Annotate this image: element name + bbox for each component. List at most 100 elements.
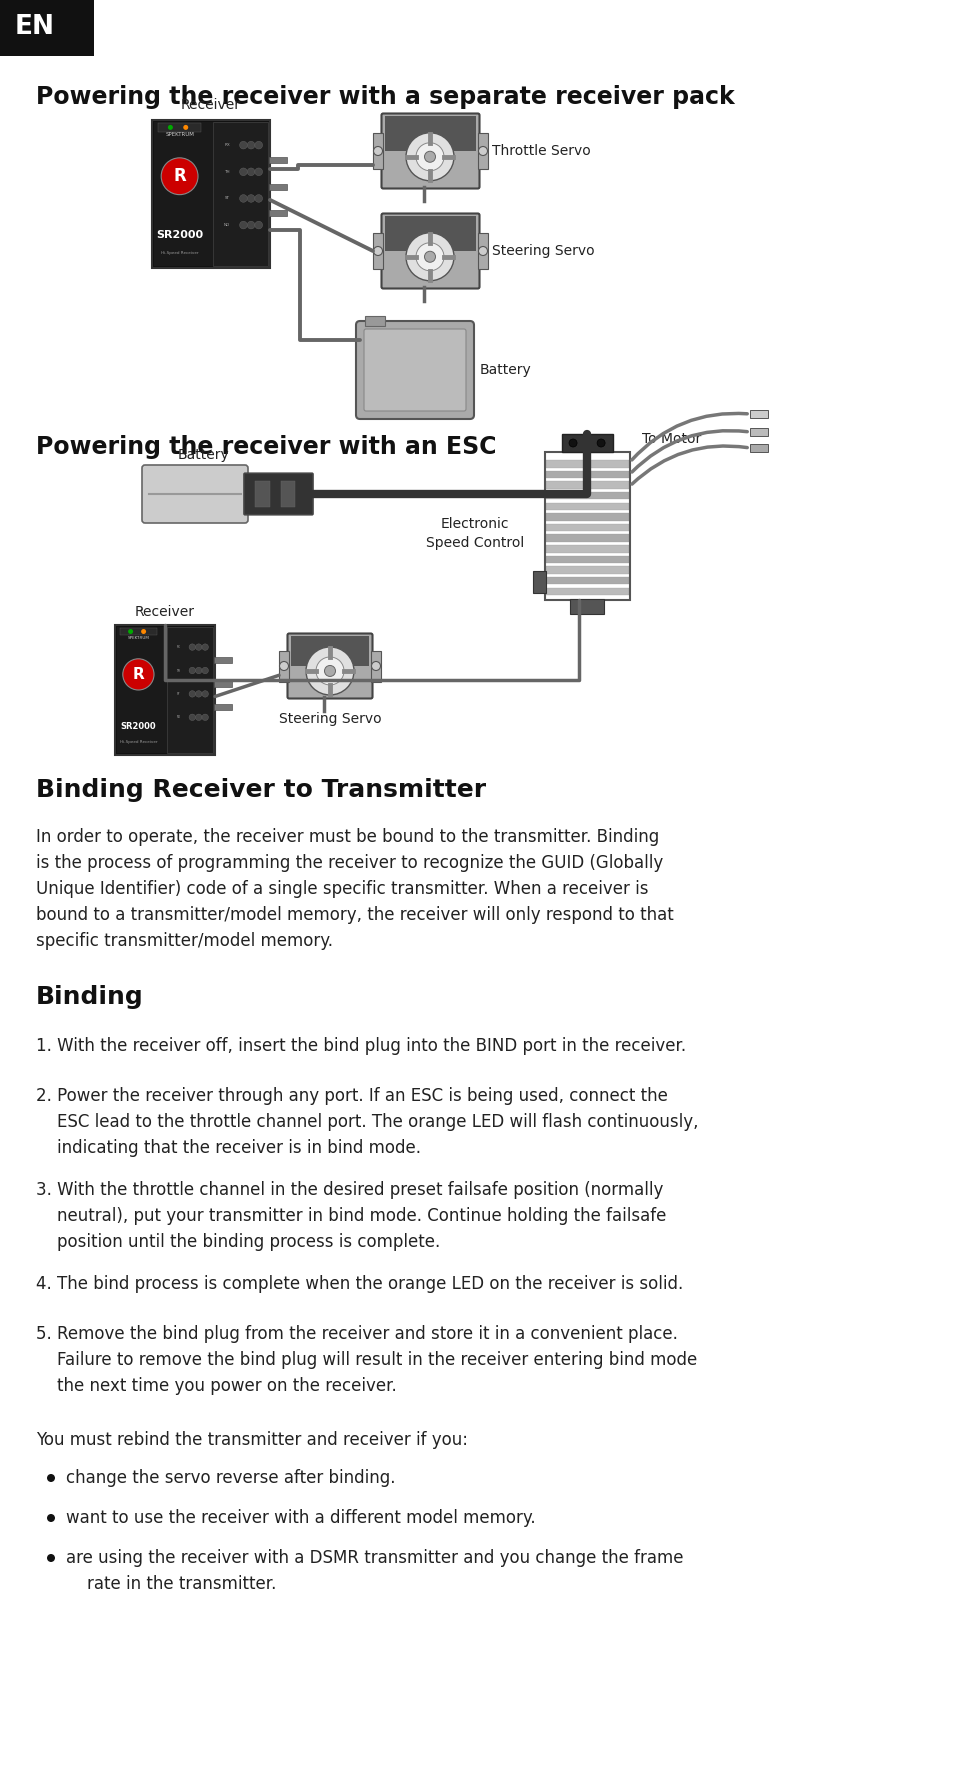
Circle shape xyxy=(195,691,202,697)
Text: SR2000: SR2000 xyxy=(120,721,156,730)
Text: want to use the receiver with a different model memory.: want to use the receiver with a differen… xyxy=(66,1509,535,1526)
Bar xyxy=(213,657,232,663)
Bar xyxy=(561,434,613,451)
Circle shape xyxy=(47,1555,55,1562)
Text: Hi-Speed Receiver: Hi-Speed Receiver xyxy=(119,739,157,745)
Bar xyxy=(545,567,628,574)
Bar xyxy=(291,636,369,666)
Circle shape xyxy=(239,222,247,229)
Circle shape xyxy=(168,124,172,130)
Text: Powering the receiver with a separate receiver pack: Powering the receiver with a separate re… xyxy=(36,85,734,108)
Bar xyxy=(254,482,270,506)
Bar xyxy=(278,650,289,682)
Bar xyxy=(269,210,287,217)
Text: Binding: Binding xyxy=(36,984,144,1009)
Circle shape xyxy=(568,439,577,448)
Bar xyxy=(477,133,488,169)
Circle shape xyxy=(189,668,195,673)
Bar xyxy=(545,492,628,499)
Bar xyxy=(545,546,628,553)
Circle shape xyxy=(254,195,262,203)
Text: To Motor: To Motor xyxy=(641,432,700,446)
FancyBboxPatch shape xyxy=(355,322,474,419)
Circle shape xyxy=(239,142,247,149)
Circle shape xyxy=(195,668,202,673)
Circle shape xyxy=(254,142,262,149)
Bar xyxy=(371,650,380,682)
Circle shape xyxy=(406,233,454,281)
Circle shape xyxy=(254,222,262,229)
Circle shape xyxy=(247,195,254,203)
Bar xyxy=(385,217,476,251)
Bar xyxy=(545,524,628,531)
Text: TH: TH xyxy=(224,171,230,174)
Circle shape xyxy=(424,151,435,162)
Circle shape xyxy=(254,169,262,176)
Text: Powering the receiver with an ESC: Powering the receiver with an ESC xyxy=(36,435,496,458)
Circle shape xyxy=(47,1473,55,1482)
Bar xyxy=(533,570,545,592)
FancyBboxPatch shape xyxy=(287,633,372,698)
Circle shape xyxy=(47,1514,55,1521)
Text: SPEKTRUM: SPEKTRUM xyxy=(165,131,193,137)
Text: 3. With the throttle channel in the desired preset failsafe position (normally
 : 3. With the throttle channel in the desi… xyxy=(36,1182,666,1251)
Bar xyxy=(213,681,232,686)
Bar xyxy=(545,460,628,467)
Bar xyxy=(167,627,213,753)
Circle shape xyxy=(406,133,454,181)
Bar xyxy=(545,482,628,489)
Bar xyxy=(545,556,628,563)
Text: 1. With the receiver off, insert the bind plug into the BIND port in the receive: 1. With the receiver off, insert the bin… xyxy=(36,1038,685,1056)
Bar xyxy=(749,428,767,435)
Text: Hi-Speed Receiver: Hi-Speed Receiver xyxy=(161,251,198,256)
Text: Steering Servo: Steering Servo xyxy=(492,243,594,258)
Text: are using the receiver with a DSMR transmitter and you change the frame
    rate: are using the receiver with a DSMR trans… xyxy=(66,1550,682,1594)
Circle shape xyxy=(478,146,487,156)
Bar xyxy=(749,410,767,418)
Text: SR2000: SR2000 xyxy=(156,231,203,240)
Circle shape xyxy=(195,714,202,720)
FancyBboxPatch shape xyxy=(142,466,248,522)
Circle shape xyxy=(597,439,604,448)
Circle shape xyxy=(478,247,487,256)
Circle shape xyxy=(189,643,195,650)
FancyBboxPatch shape xyxy=(381,114,479,188)
FancyBboxPatch shape xyxy=(381,213,479,288)
Text: 5. Remove the bind plug from the receiver and store it in a convenient place.
  : 5. Remove the bind plug from the receive… xyxy=(36,1326,697,1395)
Bar xyxy=(158,123,201,131)
Circle shape xyxy=(371,661,380,670)
Text: 4. The bind process is complete when the orange LED on the receiver is solid.: 4. The bind process is complete when the… xyxy=(36,1276,682,1294)
Circle shape xyxy=(202,714,208,720)
Bar xyxy=(544,451,629,601)
Circle shape xyxy=(202,643,208,650)
Text: R: R xyxy=(173,167,186,185)
Text: ND: ND xyxy=(176,716,180,720)
Text: In order to operate, the receiver must be bound to the transmitter. Binding
is t: In order to operate, the receiver must b… xyxy=(36,828,673,951)
Text: Battery: Battery xyxy=(479,363,531,377)
Circle shape xyxy=(306,647,354,695)
Circle shape xyxy=(324,665,335,677)
Circle shape xyxy=(161,158,198,195)
Circle shape xyxy=(279,661,288,670)
Text: SPEKTRUM: SPEKTRUM xyxy=(128,636,150,640)
Bar xyxy=(213,123,268,267)
Circle shape xyxy=(424,251,435,263)
Bar xyxy=(117,627,167,753)
Bar xyxy=(545,471,628,478)
Circle shape xyxy=(189,714,195,720)
Text: RX: RX xyxy=(224,144,230,147)
Bar xyxy=(545,588,628,595)
Circle shape xyxy=(128,629,133,634)
FancyBboxPatch shape xyxy=(152,121,270,268)
Circle shape xyxy=(416,142,443,171)
Text: change the servo reverse after binding.: change the servo reverse after binding. xyxy=(66,1470,395,1487)
Text: Receiver: Receiver xyxy=(135,604,194,618)
Bar xyxy=(365,316,385,325)
Text: TH: TH xyxy=(176,668,180,672)
Circle shape xyxy=(374,146,382,156)
Bar xyxy=(269,156,287,163)
Bar xyxy=(373,133,382,169)
Circle shape xyxy=(141,629,146,634)
Text: ST: ST xyxy=(224,197,230,201)
Circle shape xyxy=(247,222,254,229)
